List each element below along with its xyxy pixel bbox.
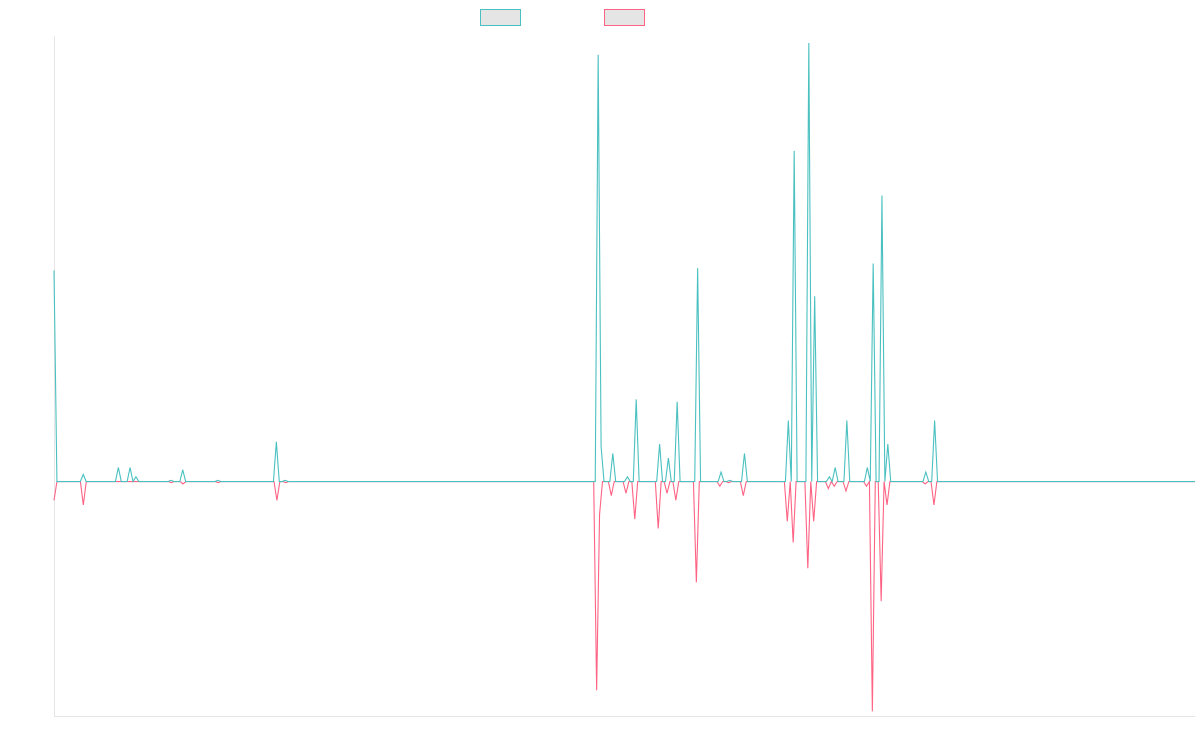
chart-axes [54, 36, 1195, 717]
legend-swatch-2[interactable] [604, 9, 645, 26]
legend-swatch-1[interactable] [480, 9, 521, 26]
series-line-2 [53, 479, 1195, 712]
series-layer [53, 43, 1195, 712]
legend[interactable] [480, 9, 645, 26]
series-line-1 [53, 43, 1195, 483]
